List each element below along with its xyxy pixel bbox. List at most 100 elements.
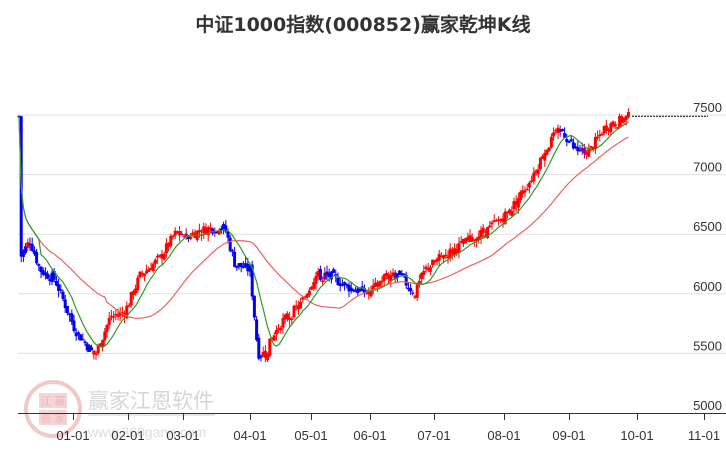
candle xyxy=(151,261,155,273)
candle xyxy=(404,271,408,289)
candle xyxy=(490,220,494,230)
candle xyxy=(213,227,217,237)
candle xyxy=(554,128,558,135)
candle xyxy=(494,218,498,222)
svg-text:恩: 恩 xyxy=(41,412,52,425)
candle xyxy=(292,304,296,320)
candle xyxy=(530,175,534,184)
x-tick-label: 09-01 xyxy=(552,428,585,443)
candle xyxy=(613,121,617,130)
candle xyxy=(609,121,613,137)
candle xyxy=(127,303,131,307)
candle xyxy=(92,350,96,360)
candle xyxy=(230,248,234,257)
candle xyxy=(112,311,116,323)
candle xyxy=(239,262,243,273)
candle xyxy=(147,266,151,273)
candle xyxy=(259,354,263,362)
long-ma-line xyxy=(18,116,629,319)
candle xyxy=(50,269,54,286)
candle xyxy=(189,233,193,241)
candle xyxy=(607,127,611,136)
candle xyxy=(519,190,523,204)
svg-text:赢: 赢 xyxy=(55,394,66,408)
candle xyxy=(321,276,325,286)
candle xyxy=(178,226,182,242)
x-tick-label: 03-01 xyxy=(166,428,199,443)
candle xyxy=(411,290,415,296)
chart-title: 中证1000指数(000852)赢家乾坤K线 xyxy=(195,14,531,36)
x-tick-label: 10-01 xyxy=(620,428,653,443)
candle xyxy=(24,243,28,255)
candle xyxy=(255,316,259,342)
x-tick-label: 11-01 xyxy=(688,428,720,443)
y-tick-label: 7500 xyxy=(693,100,722,115)
candle xyxy=(30,237,34,253)
candle xyxy=(164,238,168,258)
candle xyxy=(283,313,287,324)
candle xyxy=(237,262,241,270)
candle xyxy=(571,138,575,150)
candle xyxy=(384,270,388,280)
candle xyxy=(585,149,589,160)
candle xyxy=(345,282,349,289)
candle xyxy=(294,300,298,311)
y-tick-label: 7000 xyxy=(693,160,722,175)
candle xyxy=(435,257,439,266)
axes: 5000 5500 6000 6500 7000 7500 01-01 02-01 03-01 0… xyxy=(18,100,726,443)
candle xyxy=(149,262,153,271)
candle xyxy=(620,114,624,128)
candle xyxy=(169,233,173,249)
candle xyxy=(483,229,487,238)
candle xyxy=(114,309,118,321)
candle xyxy=(347,282,351,298)
y-tick-label: 5000 xyxy=(693,398,722,413)
candle xyxy=(244,257,248,269)
candle xyxy=(107,311,111,330)
candle xyxy=(558,125,562,137)
candle xyxy=(70,309,74,326)
candle xyxy=(615,127,619,129)
candle xyxy=(138,271,142,279)
candle xyxy=(563,127,567,139)
candle xyxy=(228,234,232,253)
candle xyxy=(461,238,465,248)
candle xyxy=(274,325,278,341)
x-tick-label: 08-01 xyxy=(487,428,520,443)
candle xyxy=(389,270,393,288)
candle xyxy=(444,248,448,260)
candle xyxy=(41,267,45,277)
candle xyxy=(28,237,32,251)
candle xyxy=(184,228,188,240)
candle xyxy=(457,237,461,259)
candle xyxy=(180,230,184,236)
candle xyxy=(479,226,483,245)
candle xyxy=(235,265,239,271)
candle xyxy=(32,246,36,256)
candle xyxy=(105,324,109,338)
candlesticks xyxy=(17,108,630,363)
candle xyxy=(312,278,316,291)
candle xyxy=(593,132,597,154)
candle xyxy=(182,234,186,238)
candle xyxy=(626,108,630,119)
candle xyxy=(233,246,237,268)
candle xyxy=(422,265,426,280)
candle xyxy=(74,328,78,341)
candle xyxy=(175,230,179,234)
x-tick-label: 02-01 xyxy=(111,428,144,443)
candle xyxy=(598,129,602,142)
svg-text:家: 家 xyxy=(55,411,66,425)
candle xyxy=(450,247,454,260)
candle xyxy=(466,232,470,242)
candle xyxy=(549,133,553,149)
candle xyxy=(362,284,366,298)
candle xyxy=(501,213,505,228)
svg-text:江: 江 xyxy=(41,395,52,408)
candle xyxy=(158,254,162,258)
candle xyxy=(281,313,285,335)
candle xyxy=(589,145,593,152)
candle xyxy=(428,265,432,276)
candle xyxy=(21,249,25,263)
candle xyxy=(343,281,347,291)
